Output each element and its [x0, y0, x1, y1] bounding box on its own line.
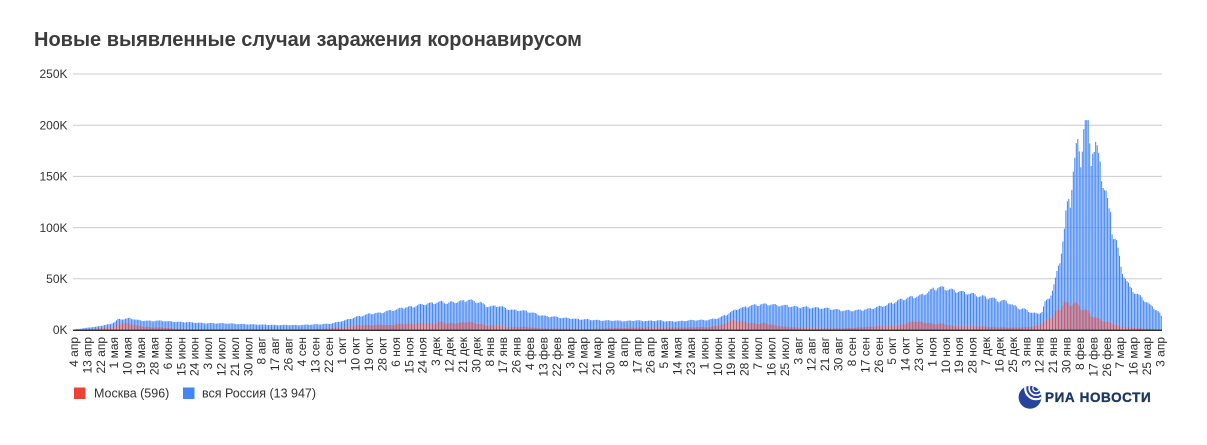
svg-text:17 фев: 17 фев [1086, 337, 1100, 377]
svg-text:23 мая: 23 мая [684, 337, 698, 375]
svg-text:21 мар: 21 мар [590, 337, 604, 376]
svg-text:26 авг: 26 авг [282, 336, 296, 371]
svg-text:30 мар: 30 мар [604, 337, 618, 376]
svg-text:7 дек: 7 дек [979, 336, 993, 366]
svg-text:14 мая: 14 мая [671, 337, 685, 375]
svg-text:30 янв: 30 янв [1060, 337, 1074, 373]
svg-text:0K: 0K [53, 323, 68, 337]
svg-text:10 мая: 10 мая [121, 337, 135, 375]
svg-text:23 окт: 23 окт [912, 337, 926, 372]
svg-text:22 апр: 22 апр [94, 337, 108, 374]
svg-text:19 окт: 19 окт [362, 337, 376, 372]
svg-text:26 янв: 26 янв [510, 337, 524, 373]
svg-text:10 окт: 10 окт [349, 337, 363, 372]
svg-text:50K: 50K [46, 272, 67, 286]
svg-text:12 дек: 12 дек [443, 336, 457, 372]
svg-text:8 фев: 8 фев [1073, 337, 1087, 370]
svg-text:17 янв: 17 янв [496, 337, 510, 373]
svg-text:8 авг: 8 авг [255, 336, 269, 364]
svg-text:17 апр: 17 апр [630, 337, 644, 374]
svg-text:16 июл: 16 июл [765, 337, 779, 376]
svg-text:19 мая: 19 мая [134, 337, 148, 375]
svg-text:24 ноя: 24 ноя [416, 337, 430, 373]
svg-text:8 янв: 8 янв [483, 337, 497, 367]
svg-text:21 авг: 21 авг [818, 336, 832, 371]
svg-text:28 ноя: 28 ноя [966, 337, 980, 373]
svg-text:15 ноя: 15 ноя [402, 337, 416, 373]
svg-text:30 авг: 30 авг [832, 336, 846, 371]
svg-text:8 сен: 8 сен [845, 337, 859, 366]
svg-text:10 июн: 10 июн [711, 337, 725, 376]
svg-text:6 ноя: 6 ноя [389, 337, 403, 367]
svg-text:150K: 150K [39, 170, 67, 184]
svg-text:12 июл: 12 июл [215, 337, 229, 376]
svg-text:19 ноя: 19 ноя [952, 337, 966, 373]
svg-text:13 апр: 13 апр [80, 337, 94, 374]
svg-text:21 июл: 21 июл [228, 337, 242, 376]
svg-text:вся Россия (13 947): вся Россия (13 947) [202, 387, 316, 401]
svg-text:3 дек: 3 дек [429, 336, 443, 366]
svg-text:30 дек: 30 дек [469, 336, 483, 372]
svg-text:8 апр: 8 апр [617, 337, 631, 367]
svg-text:25 мар: 25 мар [1140, 337, 1154, 376]
svg-text:3 апр: 3 апр [1154, 337, 1168, 367]
svg-text:12 янв: 12 янв [1033, 337, 1047, 373]
svg-text:7 мар: 7 мар [1113, 337, 1127, 369]
svg-text:12 авг: 12 авг [805, 336, 819, 371]
svg-text:100K: 100K [39, 221, 67, 235]
svg-text:3 июл: 3 июл [201, 337, 215, 369]
svg-text:13 фев: 13 фев [536, 337, 550, 377]
svg-text:22 фев: 22 фев [550, 337, 564, 377]
svg-text:28 мая: 28 мая [147, 337, 161, 375]
svg-text:15 июн: 15 июн [174, 337, 188, 376]
svg-text:250K: 250K [39, 67, 67, 81]
svg-text:7 июл: 7 июл [751, 337, 765, 369]
svg-text:26 сен: 26 сен [872, 337, 886, 373]
svg-text:28 окт: 28 окт [376, 337, 390, 372]
svg-text:12 мар: 12 мар [577, 337, 591, 376]
svg-text:1 окт: 1 окт [335, 336, 349, 364]
svg-text:1 июн: 1 июн [697, 337, 711, 369]
svg-text:РИА НОВОСТИ: РИА НОВОСТИ [1045, 390, 1151, 405]
svg-text:17 сен: 17 сен [858, 337, 872, 373]
svg-text:3 мар: 3 мар [563, 337, 577, 369]
svg-text:14 окт: 14 окт [899, 337, 913, 372]
svg-text:26 апр: 26 апр [644, 337, 658, 374]
svg-text:5 мая: 5 мая [657, 337, 671, 368]
svg-text:200K: 200K [39, 118, 67, 132]
svg-text:25 июл: 25 июл [778, 337, 792, 376]
svg-text:21 дек: 21 дек [456, 336, 470, 372]
svg-text:4 фев: 4 фев [523, 337, 537, 370]
svg-text:17 авг: 17 авг [268, 336, 282, 371]
svg-text:24 июн: 24 июн [188, 337, 202, 376]
svg-text:16 дек: 16 дек [993, 336, 1007, 372]
svg-text:Москва (596): Москва (596) [94, 387, 169, 401]
svg-text:4 сен: 4 сен [295, 337, 309, 366]
svg-text:21 янв: 21 янв [1046, 337, 1060, 373]
svg-text:1 мая: 1 мая [107, 337, 121, 368]
svg-text:3 авг: 3 авг [791, 336, 805, 364]
svg-text:5 окт: 5 окт [885, 336, 899, 364]
svg-text:10 ноя: 10 ноя [939, 337, 953, 373]
svg-text:25 дек: 25 дек [1006, 336, 1020, 372]
svg-text:4 апр: 4 апр [67, 337, 81, 367]
svg-text:16 мар: 16 мар [1127, 337, 1141, 376]
svg-text:28 июн: 28 июн [738, 337, 752, 376]
svg-text:1 ноя: 1 ноя [925, 337, 939, 367]
svg-text:6 июн: 6 июн [161, 337, 175, 369]
svg-text:13 сен: 13 сен [308, 337, 322, 373]
svg-text:22 сен: 22 сен [322, 337, 336, 373]
svg-text:30 июл: 30 июл [241, 337, 255, 376]
svg-text:19 июн: 19 июн [724, 337, 738, 376]
svg-text:3 янв: 3 янв [1019, 337, 1033, 367]
svg-text:26 фев: 26 фев [1100, 337, 1114, 377]
